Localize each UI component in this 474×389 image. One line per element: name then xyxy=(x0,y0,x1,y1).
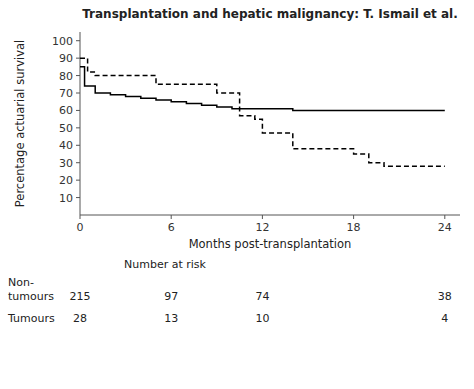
y-tick xyxy=(76,197,80,198)
y-tick xyxy=(76,58,80,59)
y-tick xyxy=(76,40,80,41)
x-axis-line xyxy=(80,215,460,216)
x-tick xyxy=(171,215,172,219)
risk-count: 13 xyxy=(164,312,178,325)
survival-step-line xyxy=(80,67,445,111)
plot-area xyxy=(80,58,445,166)
risk-count: 4 xyxy=(441,312,448,325)
x-tick-label: 0 xyxy=(77,221,84,234)
chart: Transplantation and hepatic malignancy: … xyxy=(0,0,474,389)
title: Transplantation and hepatic malignancy: … xyxy=(82,7,458,21)
y-tick-label: 50 xyxy=(59,122,73,135)
y-tick-label: 70 xyxy=(59,87,73,100)
y-tick xyxy=(76,127,80,128)
x-tick xyxy=(353,215,354,219)
x-tick xyxy=(80,215,81,219)
survival-step-line xyxy=(80,58,445,166)
risk-row-label: Tumours xyxy=(7,312,55,325)
x-tick-label: 18 xyxy=(347,221,361,234)
y-axis-label: Percentage actuarial survival xyxy=(13,40,27,207)
y-tick-label: 100 xyxy=(52,35,73,48)
y-tick-label: 60 xyxy=(59,104,73,117)
x-tick xyxy=(444,215,445,219)
risk-table-header: Number at risk xyxy=(124,258,207,271)
risk-count: 10 xyxy=(255,312,269,325)
y-tick-label: 20 xyxy=(59,174,73,187)
y-tick-label: 90 xyxy=(59,52,73,65)
risk-count: 28 xyxy=(73,312,87,325)
y-tick xyxy=(76,180,80,181)
x-tick xyxy=(262,215,263,219)
risk-row-label: tumours xyxy=(8,290,54,303)
x-tick-label: 24 xyxy=(438,221,452,234)
y-tick-label: 10 xyxy=(59,192,73,205)
risk-count: 38 xyxy=(438,290,452,303)
risk-count: 97 xyxy=(164,290,178,303)
y-tick xyxy=(76,93,80,94)
y-tick-label: 40 xyxy=(59,139,73,152)
y-tick-label: 30 xyxy=(59,157,73,170)
risk-count: 215 xyxy=(70,290,91,303)
risk-row-label: Non- xyxy=(8,276,34,289)
y-axis-line xyxy=(80,32,81,215)
x-axis-label: Months post-transplantation xyxy=(189,237,352,251)
y-tick-label: 80 xyxy=(59,70,73,83)
y-tick xyxy=(76,145,80,146)
risk-count: 74 xyxy=(255,290,269,303)
x-tick-label: 6 xyxy=(168,221,175,234)
x-tick-label: 12 xyxy=(255,221,269,234)
y-tick xyxy=(76,75,80,76)
y-tick xyxy=(76,162,80,163)
y-tick xyxy=(76,110,80,111)
